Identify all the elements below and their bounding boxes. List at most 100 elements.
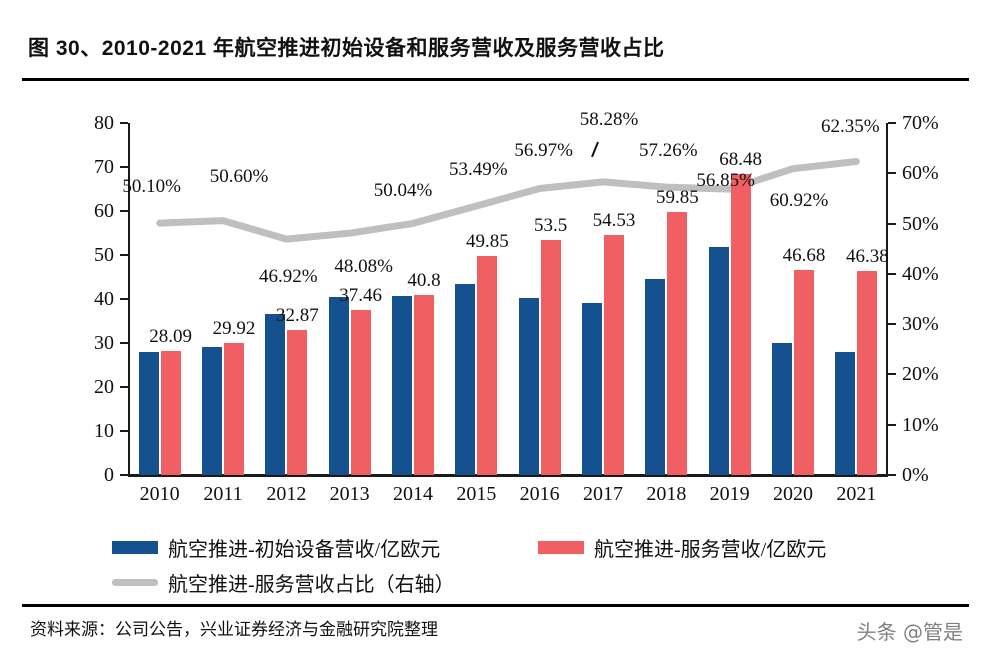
x-axis-tick-label: 2010 [139,483,180,505]
bar-value-label: 32.87 [275,305,319,327]
x-axis-tick-label: 2012 [266,483,307,505]
bar-service-revenue [794,269,814,475]
left-axis-line [128,123,130,475]
right-axis-tick [888,373,896,376]
bar-value-label: 54.53 [592,210,636,232]
left-axis-tick [120,210,128,212]
bar-value-label: 46.38 [845,245,889,267]
bar-value-label: 68.48 [719,148,763,170]
bar-equipment-revenue [582,303,602,475]
bar-equipment-revenue [138,351,159,475]
bar-service-revenue [857,270,878,475]
right-axis-tick-label: 30% [902,313,939,336]
right-axis-tick [888,222,896,225]
line-value-label: 57.26% [639,140,698,162]
legend-label: 航空推进-服务营收占比（右轴） [168,574,455,596]
right-axis-tick-label: 50% [902,212,939,235]
x-axis-tick-label: 2021 [836,483,877,505]
right-axis-tick-label: 20% [902,363,939,386]
legend-item[interactable]: 航空推进-服务营收/亿欧元 [538,533,826,562]
x-axis-tick-label: 2018 [646,483,687,505]
bar-service-revenue [350,310,371,475]
right-axis-tick-label: 70% [902,112,939,134]
x-axis-tick-label: 2017 [583,483,623,505]
left-axis-tick-label: 40 [94,288,114,310]
x-axis-tick-label: 2020 [773,483,813,505]
left-axis-tick-label: 50 [94,244,114,266]
left-axis-tick [120,166,128,168]
left-axis-tick [120,122,128,124]
bar-equipment-revenue [455,284,476,475]
bar-equipment-revenue [392,295,412,475]
right-axis-tick-label: 40% [902,262,939,285]
left-axis-tick-label: 10 [94,420,114,442]
bar-service-revenue [540,239,561,475]
left-axis-tick-label: 30 [94,332,114,354]
right-axis-tick-label: 60% [902,162,939,185]
right-axis-tick [888,172,896,175]
x-axis-tick-label: 2016 [519,483,560,505]
bar-value-label: 37.46 [339,285,383,307]
source-note: 资料来源：公司公告，兴业证券经济与金融研究院整理 [30,620,438,639]
legend-label: 航空推进-服务营收/亿欧元 [594,539,827,561]
bar-service-revenue [160,351,181,475]
bar-equipment-revenue [202,346,222,475]
left-axis-tick [120,386,128,388]
left-axis-tick-label: 60 [94,200,114,222]
x-axis-tick-label: 2019 [709,483,750,505]
left-axis-tick [120,430,128,432]
footer-divider [22,604,969,607]
x-axis-tick-label: 2015 [456,483,497,505]
bar-service-revenue [477,255,498,475]
right-axis-tick-label: 0% [902,464,929,486]
right-axis-tick [888,272,896,275]
left-axis-tick-label: 20 [94,376,114,398]
line-value-label: 50.04% [373,180,433,202]
bar-service-revenue [224,343,244,475]
legend-color-swatch-icon [538,541,584,554]
watermark-label: 头条 @管是 [856,620,963,644]
chart-plot-area: 0 10 20 30 40 50 60 70 80 0% 10% 20% 30% 40% 50% 60% 70%… [94,110,939,505]
bar-equipment-revenue [328,297,349,475]
header-divider [22,78,969,81]
right-axis-tick [888,122,896,124]
bar-service-revenue [414,295,434,475]
line-value-label: 62.35% [821,116,880,138]
legend-item[interactable]: 航空推进-初始设备营收/亿欧元 [112,533,440,562]
x-axis-tick-label: 2011 [203,483,243,505]
left-axis-tick [120,342,128,344]
bar-value-label: 28.09 [149,326,193,348]
bar-equipment-revenue [835,351,856,475]
bar-value-label: 53.5 [534,214,568,236]
legend-item[interactable]: 航空推进-服务营收占比（右轴） [112,568,455,597]
bar-equipment-revenue [518,298,539,475]
legend-label: 航空推进-初始设备营收/亿欧元 [168,539,441,561]
bar-value-label: 59.85 [655,186,699,208]
bar-equipment-revenue [708,247,729,475]
line-value-label: 56.97% [514,139,573,161]
legend-color-swatch-icon [112,541,158,554]
page-title: 图 30、2010-2021 年航空推进初始设备和服务营收及服务营收占比 [28,37,665,60]
bar-value-label: 49.85 [465,230,509,252]
right-axis-tick [888,323,896,326]
right-axis-tick [888,423,896,426]
left-axis-tick-label: 70 [94,156,114,178]
bar-service-revenue [730,173,751,475]
line-value-label: 50.10% [122,176,181,198]
x-axis-tick-label: 2013 [329,483,370,505]
bar-value-label: 46.68 [782,244,826,266]
line-value-label: 58.28% [579,108,639,130]
line-value-label: 50.60% [209,165,269,187]
left-axis-tick-label: 0 [104,464,114,486]
x-axis-tick-label: 2014 [393,483,433,505]
bar-service-revenue [604,235,624,475]
line-value-label: 53.49% [449,159,508,181]
left-axis-tick-label: 80 [94,112,114,134]
legend-line-swatch-icon [112,579,158,586]
left-axis-tick [120,298,128,300]
line-value-label: 60.92% [769,189,829,211]
bar-equipment-revenue [645,278,666,475]
bar-value-label: 40.8 [407,270,441,292]
bar-service-revenue [667,211,688,475]
